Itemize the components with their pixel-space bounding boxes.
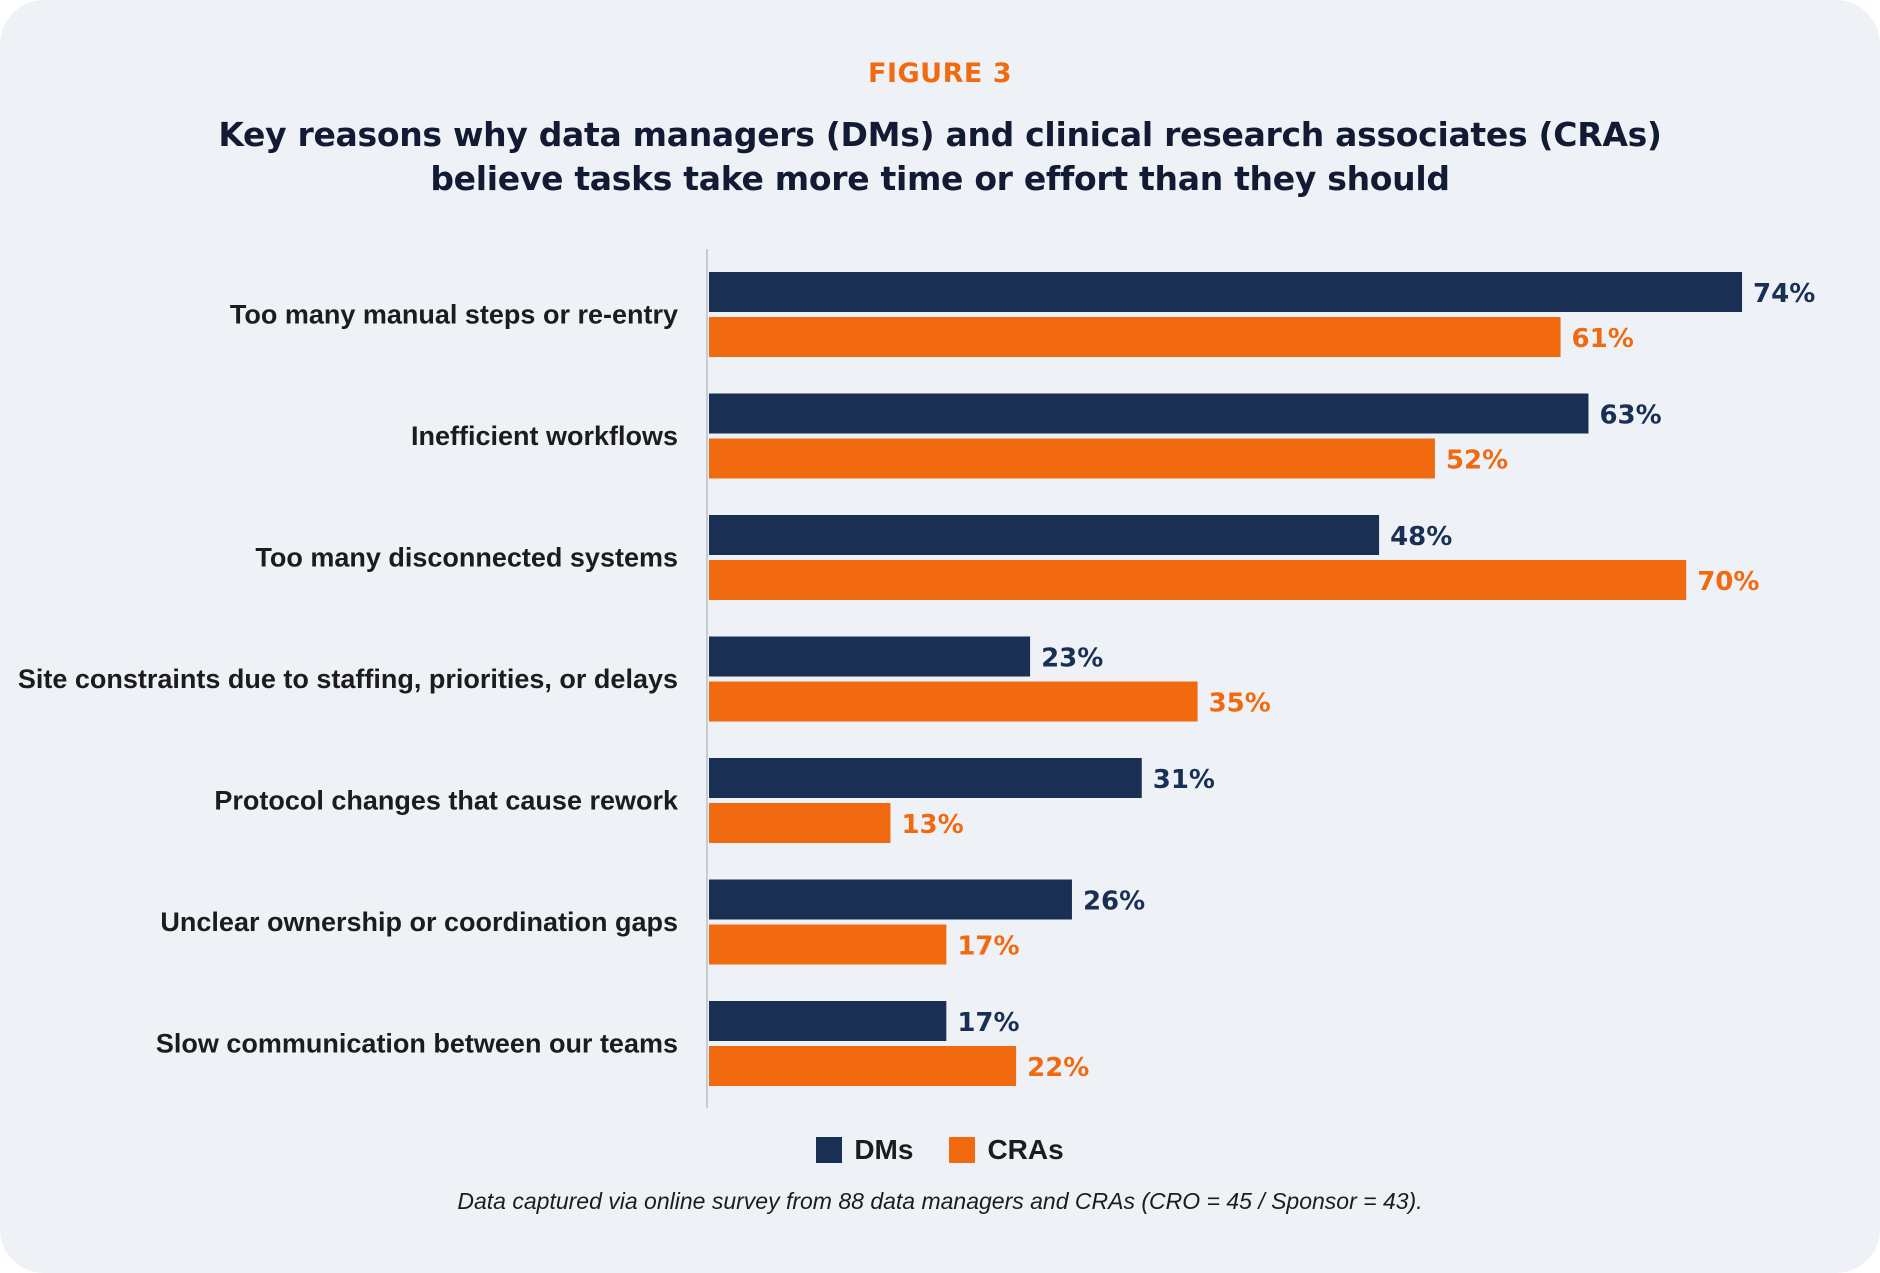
category-group-too-many-disconnected-systems: Too many disconnected systems 48% 70% (255, 515, 1759, 600)
bar-cras[interactable] (709, 803, 891, 843)
category-label: Too many disconnected systems (255, 543, 678, 573)
bar-cras[interactable] (709, 438, 1435, 479)
category-group-inefficient-workflows: Inefficient workflows 63% 52% (411, 393, 1662, 479)
bar-dms[interactable] (709, 272, 1743, 312)
legend-label-cras: CRAs (987, 1134, 1064, 1165)
legend-swatch-cras (949, 1137, 976, 1163)
value-label-cras: 70% (1697, 567, 1759, 597)
value-label-cras: 17% (957, 932, 1019, 962)
bar-dms[interactable] (709, 636, 1031, 677)
category-label: Too many manual steps or re-entry (230, 300, 678, 330)
bars-layer: Too many manual steps or re-entry 74% 61% I… (18, 272, 1815, 1086)
category-group-unclear-ownership-or-coordination-gaps: Unclear ownership or coordination gaps 26… (160, 879, 1145, 965)
value-label-cras: 52% (1446, 446, 1508, 476)
legend-item-dms[interactable]: DMs (816, 1134, 913, 1166)
category-group-site-constraints-due-to-staffing-priorities-or-delays: Site constraints due to staffing, priori… (18, 636, 1271, 722)
value-label-dms: 63% (1599, 401, 1661, 431)
legend-swatch-dms (816, 1137, 843, 1163)
value-label-dms: 17% (957, 1008, 1019, 1038)
bar-dms[interactable] (709, 1001, 947, 1041)
bar-cras[interactable] (709, 681, 1198, 722)
bar-dms[interactable] (709, 758, 1142, 798)
value-label-dms: 48% (1390, 522, 1452, 552)
category-label: Inefficient workflows (411, 421, 678, 451)
value-label-dms: 23% (1041, 644, 1103, 674)
category-label: Protocol changes that cause rework (214, 786, 679, 816)
value-label-cras: 35% (1209, 689, 1271, 719)
category-group-slow-communication-between-our-teams: Slow communication between our teams 17% 2… (156, 1001, 1089, 1086)
value-label-cras: 61% (1572, 324, 1634, 354)
legend-item-cras[interactable]: CRAs (949, 1134, 1064, 1166)
category-label: Slow communication between our teams (156, 1029, 678, 1059)
bar-dms[interactable] (709, 879, 1072, 920)
chart-title: Key reasons why data managers (DMs) and … (0, 113, 1880, 201)
figure-number: FIGURE 3 (868, 58, 1012, 89)
bar-cras[interactable] (709, 1046, 1017, 1086)
category-group-protocol-changes-that-cause-rework: Protocol changes that cause rework 31% 13% (214, 758, 1215, 843)
value-label-dms: 74% (1753, 279, 1815, 309)
bar-dms[interactable] (709, 393, 1589, 434)
category-group-too-many-manual-steps-or-re-entry: Too many manual steps or re-entry 74% 61% (230, 272, 1815, 357)
category-label: Site constraints due to staffing, priori… (18, 664, 678, 694)
bar-dms[interactable] (709, 515, 1380, 555)
chart-title-line-2: believe tasks take more time or effort t… (430, 159, 1450, 198)
footnote: Data captured via online survey from 88 … (457, 1188, 1423, 1214)
legend: DMs CRAs (0, 1134, 1880, 1166)
bar-cras[interactable] (709, 924, 947, 965)
category-label: Unclear ownership or coordination gaps (160, 907, 678, 937)
legend-label-dms: DMs (854, 1134, 914, 1165)
value-label-dms: 26% (1083, 887, 1145, 917)
value-label-cras: 13% (901, 810, 963, 840)
value-label-dms: 31% (1153, 765, 1215, 795)
bar-cras[interactable] (709, 317, 1561, 357)
bar-cras[interactable] (709, 560, 1687, 600)
value-label-cras: 22% (1027, 1053, 1089, 1083)
chart-title-line-1: Key reasons why data managers (DMs) and … (218, 115, 1662, 154)
